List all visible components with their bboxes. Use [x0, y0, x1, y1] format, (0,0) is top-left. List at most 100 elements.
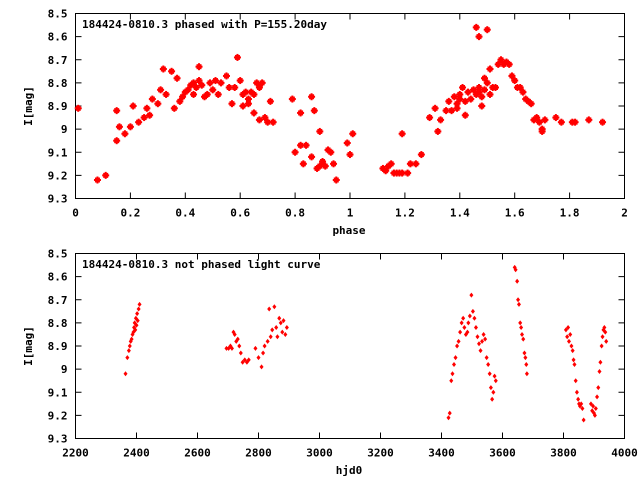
light-curve-data-point — [490, 396, 495, 402]
phased-x-tick-label: 0.2 — [120, 207, 140, 220]
phased-data-point — [437, 116, 445, 124]
light-curve-data-point — [597, 368, 602, 374]
phased-data-point — [475, 84, 483, 91]
light-curve-data-point — [524, 362, 529, 367]
phased-plot-title: 184424-0810.3 phased with P=155.20day — [82, 18, 327, 31]
phased-data-point — [442, 107, 450, 115]
phased-data-point — [571, 118, 579, 126]
phased-data-point — [481, 86, 489, 94]
light-curve-plot-frame — [75, 253, 625, 439]
phased-data-point — [585, 116, 593, 124]
phased-data-point — [225, 84, 233, 91]
phased-data-point — [170, 104, 178, 112]
phased-data-point — [483, 79, 491, 87]
light-curve-data-point — [274, 325, 279, 330]
phased-data-point — [481, 74, 489, 82]
phased-data-point — [527, 100, 535, 108]
phased-data-point — [327, 148, 335, 156]
phased-data-point — [483, 26, 491, 34]
phased-data-point — [244, 95, 252, 103]
phased-data-point — [162, 90, 170, 98]
light-curve-data-point — [129, 336, 134, 342]
light-curve-data-point — [277, 315, 282, 321]
light-curve-x-tick-label: 3200 — [367, 447, 394, 460]
phased-data-point — [129, 102, 137, 110]
phased-data-point — [398, 169, 406, 177]
light-curve-data-point — [572, 362, 577, 367]
light-curve-data-point — [253, 345, 258, 351]
phased-data-point — [412, 160, 420, 168]
phased-data-point — [535, 118, 543, 126]
light-curve-data-point — [483, 336, 488, 342]
phased-y-tick-label: 8.5 — [48, 8, 68, 21]
light-curve-x-tick-label: 2400 — [123, 447, 150, 460]
phased-data-point — [486, 90, 494, 98]
phased-data-point — [93, 176, 101, 184]
phased-data-point — [491, 84, 499, 91]
light-curve-data-point — [513, 267, 518, 273]
phased-data-point — [445, 97, 453, 105]
phased-data-point — [384, 162, 392, 170]
phased-y-tick-label: 8.9 — [48, 100, 68, 113]
light-curve-y-tick-label: 9.1 — [48, 386, 68, 399]
light-curve-data-point — [278, 320, 283, 326]
phased-data-point — [500, 60, 508, 68]
light-curve-data-point — [136, 306, 141, 312]
phased-data-point — [456, 95, 464, 103]
light-curve-data-point — [568, 331, 573, 337]
phased-tick-labels: 0 0.2 0.4 0.6 0.8 1 1.2 1.4 1.6 1.8 2 8.5 8.6 8.7 8.8 8… — [48, 8, 628, 220]
phased-x-tick-label: 1.6 — [505, 207, 525, 220]
light-curve-data-point — [137, 301, 142, 307]
phased-data-point — [102, 171, 110, 179]
light-curve-data-point — [518, 320, 523, 326]
phased-y-tick-label: 9.3 — [48, 193, 68, 206]
phased-data-point — [291, 148, 299, 156]
phased-data-point — [453, 104, 461, 112]
light-curve-x-tick-label: 3800 — [550, 447, 577, 460]
phased-x-tick-label: 0 — [72, 207, 79, 220]
light-curve-x-tick-label: 4000 — [611, 447, 638, 460]
phased-data-point — [308, 93, 316, 101]
light-curve-data-point — [521, 336, 526, 342]
phased-data-point — [192, 84, 200, 91]
light-curve-y-tick-label: 8.8 — [48, 317, 68, 330]
light-curve-data-point — [452, 362, 457, 367]
phased-x-tick-label: 1 — [347, 207, 354, 220]
phased-data-point — [209, 86, 217, 94]
phased-data-point — [288, 95, 296, 103]
light-curve-data-point — [475, 334, 480, 340]
light-curve-data-point — [491, 389, 496, 395]
phased-data-point — [211, 77, 219, 85]
light-curve-data-point — [467, 313, 472, 319]
phased-data-point — [313, 164, 321, 172]
light-curve-plot-panel: 2200 2400 2600 2800 3000 3200 3400 3600 3800 4000… — [22, 248, 638, 478]
phased-data-point — [516, 84, 524, 91]
phased-data-point — [233, 53, 241, 61]
phased-data-point — [470, 86, 478, 94]
phased-data-point — [297, 141, 305, 149]
phased-data-point — [121, 130, 129, 138]
phased-data-point — [179, 93, 187, 101]
phased-data-point — [115, 123, 123, 131]
phased-data-point — [382, 167, 390, 175]
phased-y-tick-label: 9 — [61, 123, 68, 136]
light-curve-data-point — [461, 315, 466, 321]
phased-data-point — [398, 130, 406, 138]
phased-data-point — [239, 102, 247, 110]
light-curve-data-point — [261, 350, 266, 356]
light-curve-x-tick-label: 2800 — [245, 447, 272, 460]
phased-data-point — [244, 100, 252, 108]
light-curve-data-point — [246, 357, 251, 363]
phased-data-point — [448, 107, 456, 115]
phased-data-point — [467, 95, 475, 103]
light-curve-data-point — [574, 389, 579, 395]
phased-data-point — [250, 109, 258, 117]
phased-x-tick-label: 0.8 — [285, 207, 305, 220]
phased-data-point — [417, 151, 425, 159]
phased-data-point — [486, 65, 494, 73]
phased-data-point — [343, 139, 351, 147]
phased-data-point — [319, 158, 327, 165]
light-curve-data-point — [262, 343, 267, 349]
